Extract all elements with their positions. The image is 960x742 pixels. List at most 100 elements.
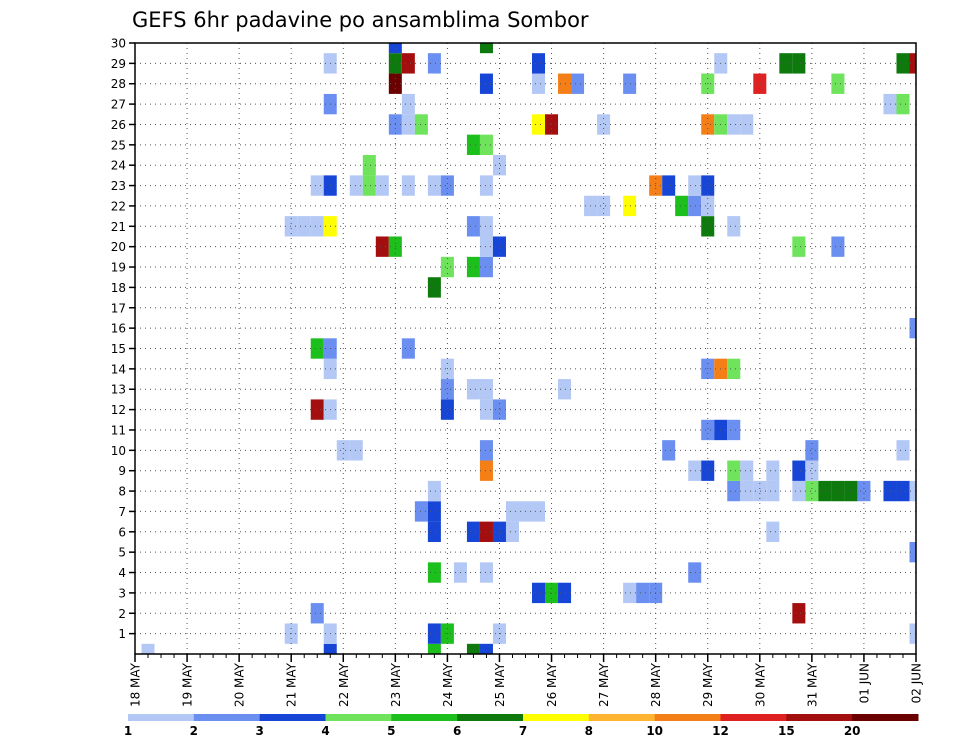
precip-cell-38 xyxy=(753,480,767,502)
x-tick-label-12: 30 MAY xyxy=(753,662,767,707)
precip-cell-134 xyxy=(740,114,754,135)
legend-swatch-11 xyxy=(852,714,919,721)
precip-cell-35 xyxy=(427,480,441,502)
x-tick-label-2: 20 MAY xyxy=(233,662,247,707)
precip-cell-90 xyxy=(479,236,493,257)
y-tick-label-19: 19 xyxy=(111,261,126,275)
y-tick-label-14: 14 xyxy=(111,362,126,376)
precip-cell-27 xyxy=(492,521,506,542)
precip-cell-47 xyxy=(896,480,910,502)
precip-cell-83 xyxy=(909,317,916,339)
y-tick-label-20: 20 xyxy=(111,240,126,254)
y-tick-label-26: 26 xyxy=(111,118,126,132)
precip-cell-79 xyxy=(727,358,741,380)
y-tick-label-4: 4 xyxy=(118,566,126,580)
legend-swatch-1 xyxy=(193,714,261,721)
precip-cell-133 xyxy=(727,114,741,135)
precip-cell-150 xyxy=(401,53,415,74)
precip-cell-87 xyxy=(479,256,493,278)
precip-cell-118 xyxy=(662,175,676,196)
x-tick-label-0: 18 MAY xyxy=(129,662,143,707)
precip-cell-103 xyxy=(597,195,611,217)
legend-label-12: 12 xyxy=(712,724,729,738)
x-tick-label-4: 22 MAY xyxy=(337,662,351,707)
y-tick-label-27: 27 xyxy=(111,98,126,112)
precip-cell-121 xyxy=(362,155,376,176)
precip-cell-147 xyxy=(831,73,845,94)
precip-cell-140 xyxy=(479,73,493,94)
precip-cell-91 xyxy=(492,236,506,257)
y-tick-label-17: 17 xyxy=(111,301,126,315)
precip-cell-41 xyxy=(805,480,819,502)
chart-title: GEFS 6hr padavine po ansamblima Sombor xyxy=(132,8,589,32)
precip-cell-26 xyxy=(479,521,493,542)
precip-cell-130 xyxy=(597,114,611,135)
precip-cell-55 xyxy=(792,460,806,481)
precip-cell-124 xyxy=(479,134,493,156)
y-tick-label-24: 24 xyxy=(111,159,126,173)
precip-cell-60 xyxy=(662,440,676,461)
precip-cell-66 xyxy=(310,399,324,420)
legend-swatch-9 xyxy=(720,714,787,721)
precip-cell-143 xyxy=(571,73,585,94)
y-tick-label-15: 15 xyxy=(111,342,126,356)
precip-cell-1 xyxy=(323,643,337,654)
x-tick-label-8: 26 MAY xyxy=(545,662,559,707)
color-legend: 1 2 3 4 5 6 7 8 10 12 15 20 xyxy=(124,714,919,738)
precip-cell-122 xyxy=(492,155,506,176)
precip-cell-24 xyxy=(427,521,441,542)
precip-cell-4 xyxy=(479,643,493,654)
precip-cell-123 xyxy=(466,134,480,156)
y-tick-label-5: 5 xyxy=(118,546,126,560)
x-tick-label-1: 19 MAY xyxy=(181,662,195,707)
legend-label-3: 3 xyxy=(255,724,263,738)
precip-cell-31 xyxy=(427,501,441,522)
x-tick-label-9: 27 MAY xyxy=(597,662,611,707)
precip-cell-88 xyxy=(375,236,389,257)
precip-cell-54 xyxy=(766,460,780,481)
legend-label-10: 10 xyxy=(646,724,663,738)
precip-cell-127 xyxy=(414,114,428,135)
precip-cell-14 xyxy=(545,582,559,604)
precip-cell-72 xyxy=(466,379,480,400)
precip-cell-63 xyxy=(701,419,715,441)
precip-cell-138 xyxy=(896,93,910,115)
precip-cell-39 xyxy=(766,480,780,502)
precip-cell-2 xyxy=(427,643,441,654)
precip-cell-107 xyxy=(701,195,715,217)
precip-cell-59 xyxy=(479,440,493,461)
precip-cell-7 xyxy=(427,623,441,644)
precip-cell-99 xyxy=(479,216,493,237)
precip-cell-52 xyxy=(727,460,741,481)
precip-cell-28 xyxy=(505,521,519,542)
precip-cell-37 xyxy=(740,480,754,502)
precip-cell-51 xyxy=(701,460,715,481)
y-tick-label-28: 28 xyxy=(111,77,126,91)
y-tick-label-12: 12 xyxy=(111,403,126,417)
precip-cell-155 xyxy=(792,53,806,74)
precip-cell-13 xyxy=(532,582,546,604)
precip-cell-40 xyxy=(792,480,806,502)
precip-cell-126 xyxy=(401,114,415,135)
precip-cell-129 xyxy=(545,114,559,135)
precip-cell-94 xyxy=(284,216,298,237)
precipitation-cells xyxy=(141,43,916,654)
precip-cell-43 xyxy=(831,480,845,502)
precip-cell-144 xyxy=(623,73,637,94)
precip-cell-142 xyxy=(558,73,572,94)
legend-label-5: 5 xyxy=(387,724,395,738)
y-tick-label-10: 10 xyxy=(111,444,126,458)
legend-label-1: 1 xyxy=(124,724,132,738)
precip-cell-17 xyxy=(636,582,650,604)
precip-cell-30 xyxy=(414,501,428,522)
y-tick-label-29: 29 xyxy=(111,57,126,71)
precip-cell-120 xyxy=(701,175,715,196)
precip-cell-0 xyxy=(141,643,155,654)
precip-cell-151 xyxy=(427,53,441,74)
y-tick-label-23: 23 xyxy=(111,179,126,193)
precip-cell-46 xyxy=(883,480,897,502)
precip-cell-42 xyxy=(818,480,832,502)
precip-cell-62 xyxy=(896,440,910,461)
precip-cell-65 xyxy=(727,419,741,441)
x-tick-label-6: 24 MAY xyxy=(441,662,455,707)
